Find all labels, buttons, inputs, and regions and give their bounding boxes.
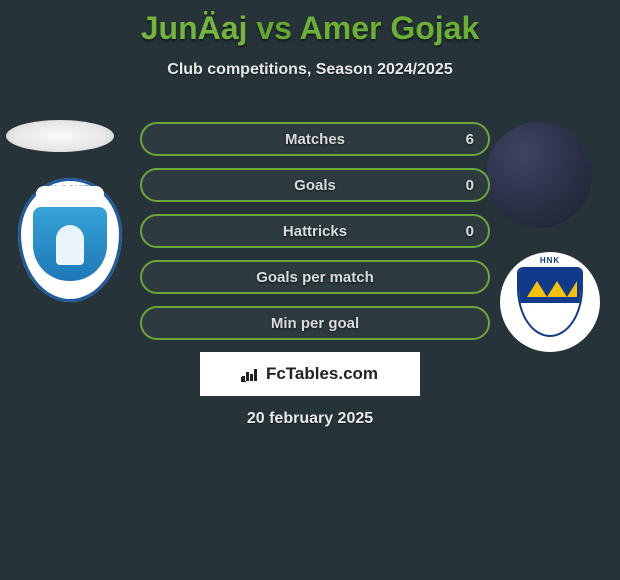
player2-avatar	[486, 122, 592, 228]
stat-label: Goals per match	[142, 262, 488, 292]
club-left-shield	[33, 207, 107, 281]
stat-label: Hattricks	[142, 216, 488, 246]
stat-row-goals-per-match: Goals per match	[140, 260, 490, 294]
vs-separator: vs	[256, 10, 292, 46]
stat-right-value: 6	[466, 124, 474, 154]
stat-right-value: 0	[466, 216, 474, 246]
chart-bars-icon	[242, 367, 260, 381]
snapshot-date: 20 february 2025	[0, 410, 620, 428]
club-badge-left: NK OSIJEK	[18, 178, 122, 302]
stat-label: Min per goal	[142, 308, 488, 338]
competition-subtitle: Club competitions, Season 2024/2025	[0, 61, 620, 79]
comparison-title: JunÄaj vs Amer Gojak	[0, 0, 620, 47]
watermark-text: FcTables.com	[266, 364, 378, 384]
stat-row-min-per-goal: Min per goal	[140, 306, 490, 340]
stat-right-value: 0	[466, 170, 474, 200]
club-right-arc-text: HNK	[500, 256, 600, 265]
club-left-top-decoration	[36, 186, 104, 202]
stat-row-hattricks: Hattricks 0	[140, 214, 490, 248]
stat-label: Matches	[142, 124, 488, 154]
stat-row-matches: Matches 6	[140, 122, 490, 156]
player1-avatar	[6, 120, 114, 152]
club-right-shield	[517, 267, 583, 337]
club-badge-right: HNK	[500, 252, 600, 352]
watermark: FcTables.com	[200, 352, 420, 396]
stat-row-goals: Goals 0	[140, 168, 490, 202]
player2-name: Amer Gojak	[300, 10, 480, 46]
stats-container: Matches 6 Goals 0 Hattricks 0 Goals per …	[140, 122, 490, 352]
player1-name: JunÄaj	[141, 10, 248, 46]
stat-label: Goals	[142, 170, 488, 200]
